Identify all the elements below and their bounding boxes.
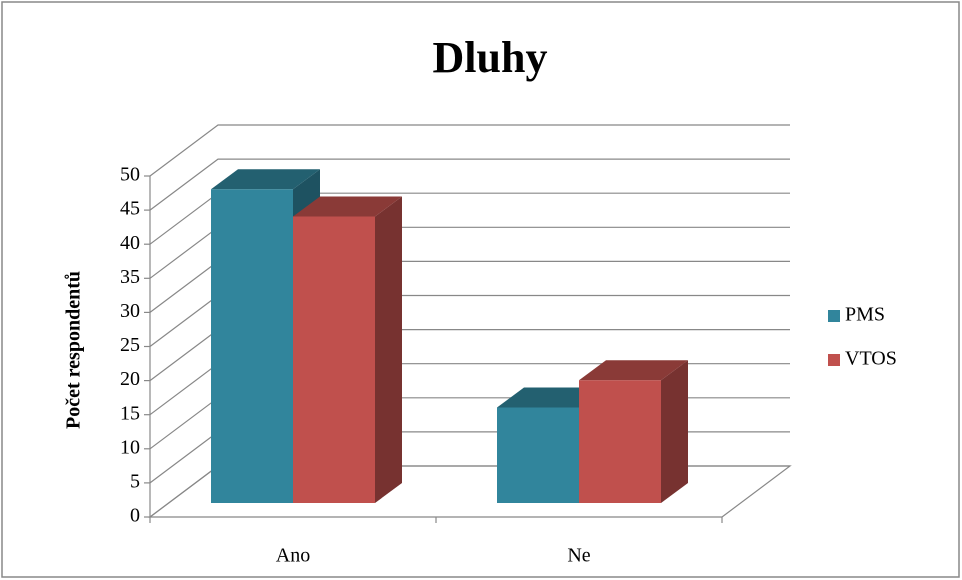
y-tick-label: 30 [120,300,140,322]
x-tick-label: Ne [567,545,590,567]
y-tick-label: 40 [120,232,140,254]
legend-label: VTOS [845,348,897,370]
bar-side [661,360,688,503]
y-tick-label: 20 [120,368,140,390]
x-tick-label: Ano [276,545,310,567]
bar-front [211,189,293,503]
bar-top [497,387,606,408]
y-tick-label: 35 [120,266,140,288]
bar-top [579,360,688,381]
y-tick-label: 15 [120,402,140,424]
grid-line [149,124,790,177]
bar-top [211,169,320,190]
bar-front [293,216,375,503]
bar-top [293,196,402,217]
y-tick-label: 0 [130,505,140,527]
y-tick-label: 5 [130,470,140,492]
legend-swatch [828,354,840,366]
bar-side [375,196,402,503]
bar [293,196,402,503]
bar [579,360,688,503]
grid-line [149,158,790,211]
y-tick-label: 45 [120,198,140,220]
legend-swatch [828,310,840,322]
bar-front [579,380,661,503]
chart-title: Dluhy [433,33,548,82]
y-tick-label: 50 [120,164,140,186]
y-tick-label: 25 [120,334,140,356]
y-axis-title: Počet respondentů [63,271,85,429]
legend-label: PMS [845,304,885,326]
y-tick-label: 10 [120,436,140,458]
bar-front [497,407,579,503]
